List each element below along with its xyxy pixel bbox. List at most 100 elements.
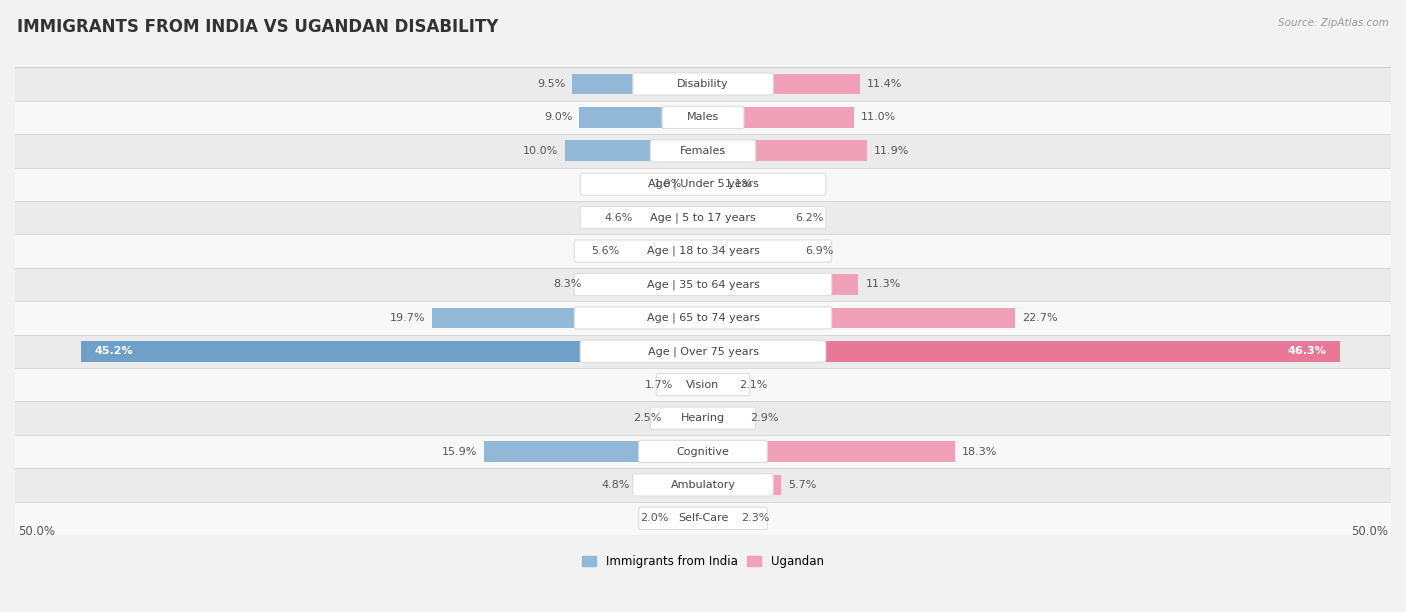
Legend: Immigrants from India, Ugandan: Immigrants from India, Ugandan: [578, 550, 828, 573]
FancyBboxPatch shape: [574, 307, 832, 329]
FancyBboxPatch shape: [633, 73, 773, 95]
Text: 19.7%: 19.7%: [389, 313, 425, 323]
FancyBboxPatch shape: [581, 173, 825, 195]
Text: 11.9%: 11.9%: [873, 146, 910, 156]
Text: 9.5%: 9.5%: [537, 79, 565, 89]
Bar: [703, 241, 799, 261]
Text: 2.9%: 2.9%: [749, 413, 779, 423]
Text: 1.7%: 1.7%: [644, 379, 672, 390]
Bar: [15, 201, 1391, 234]
Bar: [703, 341, 1340, 362]
Text: 10.0%: 10.0%: [523, 146, 558, 156]
FancyBboxPatch shape: [662, 106, 744, 129]
Bar: [626, 241, 703, 261]
Bar: [15, 234, 1391, 268]
Bar: [703, 207, 789, 228]
Bar: [15, 435, 1391, 468]
Bar: [15, 134, 1391, 168]
Text: 22.7%: 22.7%: [1022, 313, 1057, 323]
Text: Males: Males: [688, 113, 718, 122]
Text: 2.1%: 2.1%: [738, 379, 768, 390]
FancyBboxPatch shape: [651, 140, 755, 162]
Text: Disability: Disability: [678, 79, 728, 89]
Text: 2.5%: 2.5%: [633, 413, 662, 423]
Text: 1.0%: 1.0%: [654, 179, 682, 189]
Text: Source: ZipAtlas.com: Source: ZipAtlas.com: [1278, 18, 1389, 28]
Bar: [703, 375, 733, 395]
Bar: [565, 141, 703, 161]
Text: 2.3%: 2.3%: [741, 513, 770, 523]
Bar: [15, 101, 1391, 134]
Bar: [703, 441, 955, 462]
Bar: [640, 207, 703, 228]
Text: 4.8%: 4.8%: [602, 480, 630, 490]
Bar: [703, 141, 866, 161]
Text: Ambulatory: Ambulatory: [671, 480, 735, 490]
Bar: [15, 67, 1391, 101]
FancyBboxPatch shape: [574, 240, 832, 262]
FancyBboxPatch shape: [651, 407, 755, 429]
Text: Vision: Vision: [686, 379, 720, 390]
Text: 11.3%: 11.3%: [865, 280, 901, 289]
Bar: [669, 408, 703, 428]
Text: Females: Females: [681, 146, 725, 156]
Text: 18.3%: 18.3%: [962, 447, 997, 457]
Bar: [15, 268, 1391, 301]
Bar: [15, 368, 1391, 401]
Text: 5.6%: 5.6%: [591, 246, 619, 256]
Text: 2.0%: 2.0%: [640, 513, 669, 523]
FancyBboxPatch shape: [638, 507, 768, 529]
Text: Age | 18 to 34 years: Age | 18 to 34 years: [647, 246, 759, 256]
Bar: [15, 468, 1391, 502]
Text: Age | 5 to 17 years: Age | 5 to 17 years: [650, 212, 756, 223]
Bar: [15, 168, 1391, 201]
Bar: [15, 301, 1391, 335]
Text: 15.9%: 15.9%: [441, 447, 477, 457]
Bar: [703, 107, 855, 128]
Bar: [82, 341, 703, 362]
Text: 50.0%: 50.0%: [1351, 524, 1388, 538]
Bar: [15, 502, 1391, 535]
Text: 45.2%: 45.2%: [94, 346, 134, 356]
Bar: [689, 174, 703, 195]
Bar: [579, 107, 703, 128]
FancyBboxPatch shape: [581, 340, 825, 362]
Bar: [572, 73, 703, 94]
Bar: [703, 508, 735, 529]
Bar: [484, 441, 703, 462]
Text: 11.4%: 11.4%: [866, 79, 903, 89]
Bar: [637, 474, 703, 495]
Text: 6.2%: 6.2%: [796, 212, 824, 223]
Text: 6.9%: 6.9%: [804, 246, 834, 256]
Text: Age | 65 to 74 years: Age | 65 to 74 years: [647, 313, 759, 323]
Text: 1.1%: 1.1%: [725, 179, 754, 189]
FancyBboxPatch shape: [657, 373, 749, 396]
Bar: [703, 174, 718, 195]
Text: Age | Over 75 years: Age | Over 75 years: [648, 346, 758, 357]
Bar: [703, 73, 860, 94]
Bar: [675, 508, 703, 529]
Bar: [703, 408, 742, 428]
Bar: [15, 335, 1391, 368]
Text: IMMIGRANTS FROM INDIA VS UGANDAN DISABILITY: IMMIGRANTS FROM INDIA VS UGANDAN DISABIL…: [17, 18, 498, 36]
Bar: [703, 307, 1015, 328]
FancyBboxPatch shape: [581, 206, 825, 229]
Text: 4.6%: 4.6%: [605, 212, 633, 223]
Text: 11.0%: 11.0%: [862, 113, 897, 122]
Text: Cognitive: Cognitive: [676, 447, 730, 457]
Text: 8.3%: 8.3%: [554, 280, 582, 289]
Bar: [679, 375, 703, 395]
Bar: [15, 401, 1391, 435]
Text: 50.0%: 50.0%: [18, 524, 55, 538]
Text: 5.7%: 5.7%: [789, 480, 817, 490]
Text: 9.0%: 9.0%: [544, 113, 572, 122]
FancyBboxPatch shape: [638, 441, 768, 463]
Text: Age | 35 to 64 years: Age | 35 to 64 years: [647, 279, 759, 289]
Bar: [703, 274, 859, 295]
Text: Self-Care: Self-Care: [678, 513, 728, 523]
FancyBboxPatch shape: [574, 274, 832, 296]
Text: Hearing: Hearing: [681, 413, 725, 423]
Bar: [432, 307, 703, 328]
Bar: [703, 474, 782, 495]
Text: 46.3%: 46.3%: [1288, 346, 1326, 356]
